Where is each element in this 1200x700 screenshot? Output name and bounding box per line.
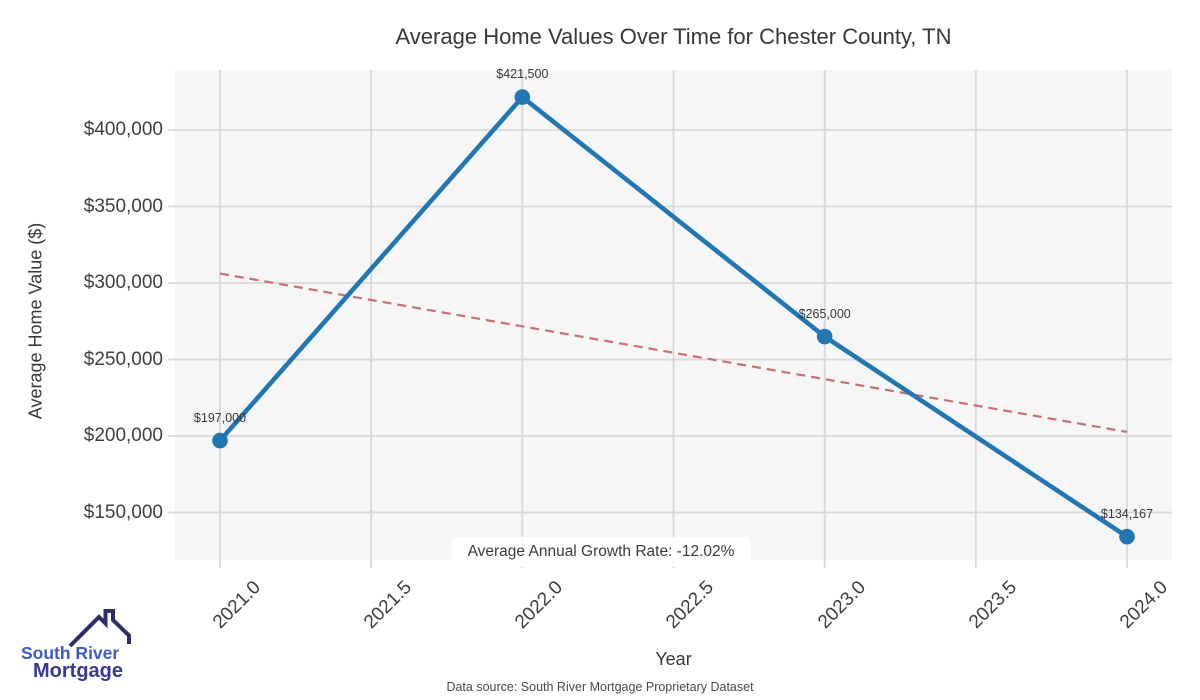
y-tick-label: $150,000	[83, 501, 163, 523]
house-roof-icon	[68, 609, 131, 648]
data-point	[816, 328, 833, 345]
x-tick-label: 2023.0	[813, 577, 870, 633]
south-river-mortgage-logo: South River Mortgage	[18, 598, 168, 693]
point-value-label: $421,500	[496, 67, 549, 82]
chart-title: Average Home Values Over Time for Cheste…	[395, 24, 952, 49]
data-point	[514, 89, 531, 105]
x-tick-label: 2023.5	[964, 577, 1021, 633]
x-tick-label: 2022.0	[511, 577, 568, 633]
plot-area: $197,000 $421,500 $265,000 $134,167	[168, 67, 1172, 568]
point-value-label: $265,000	[798, 306, 851, 321]
x-tick-label: 2024.0	[1115, 577, 1172, 633]
y-tick-label: $350,000	[83, 195, 163, 217]
y-tick-label: $400,000	[83, 119, 163, 140]
y-tick-label: $300,000	[83, 272, 163, 293]
logo-text-line2: Mortgage	[33, 660, 123, 682]
x-tick-label: 2021.5	[360, 577, 417, 633]
data-point	[1119, 528, 1135, 545]
data-line	[217, 94, 1130, 540]
x-tick-label: 2022.5	[662, 577, 719, 633]
x-tick-label: 2021.0	[208, 577, 265, 633]
x-axis-label: Year	[655, 649, 692, 669]
point-value-label: $197,000	[193, 410, 247, 425]
data-source-caption: Data source: South River Mortgage Propri…	[446, 680, 754, 694]
trend-line	[219, 272, 1128, 434]
house-roof-path	[68, 609, 131, 648]
point-value-label: $134,167	[1100, 506, 1154, 521]
y-tick-label: $200,000	[83, 425, 163, 446]
y-axis-label: Average Home Value ($)	[25, 222, 46, 420]
growth-rate-annotation: Average Annual Growth Rate: -12.02%	[451, 537, 751, 567]
data-point	[212, 432, 228, 449]
logo-text-line1: South River	[21, 643, 120, 663]
plot-canvas	[168, 70, 1172, 568]
y-tick-label: $250,000	[83, 348, 163, 370]
